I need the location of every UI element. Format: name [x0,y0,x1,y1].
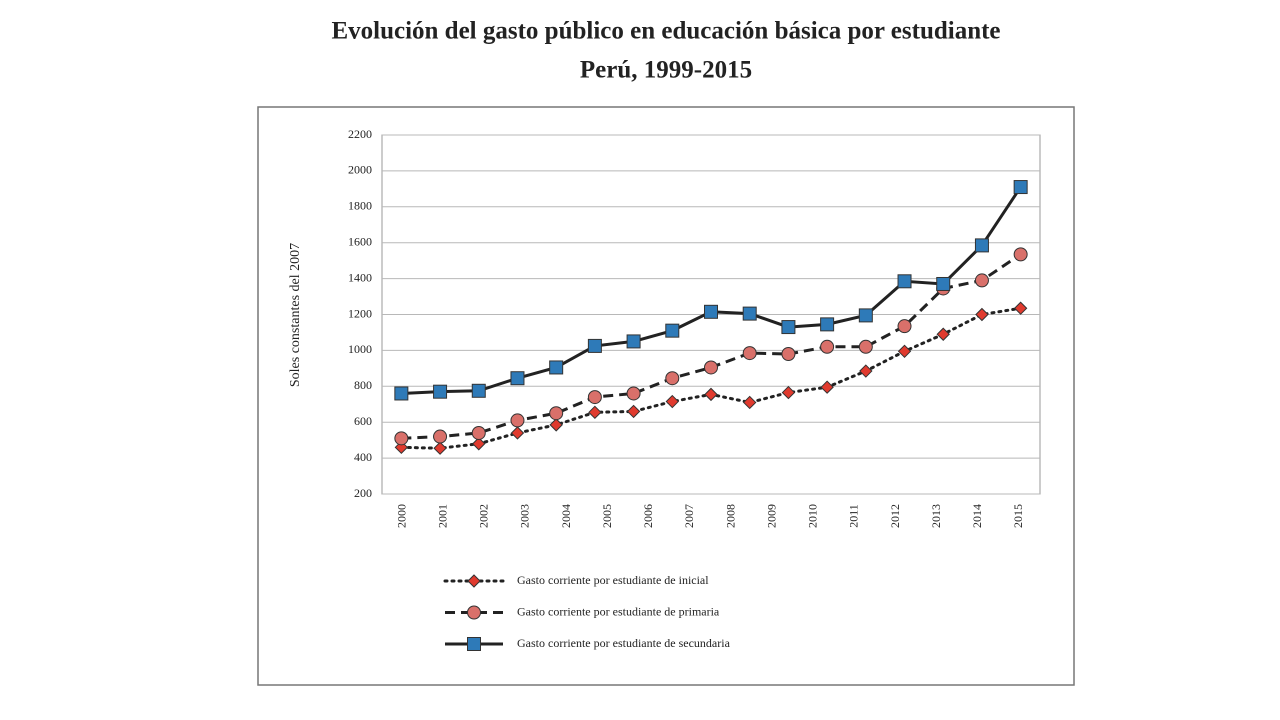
x-tick-label: 2001 [435,504,449,528]
point [974,238,989,253]
point [626,404,641,419]
point [433,429,448,444]
x-tick-label: 2007 [682,504,696,528]
x-tick-label: 2008 [723,504,737,528]
x-tick-label: 2000 [394,504,408,528]
point [394,386,409,401]
y-tick-label: 2200 [348,127,372,141]
chart-title: Evolución del gasto público en educación… [331,18,1000,45]
point [975,307,989,322]
point [936,276,951,291]
y-tick-label: 2000 [348,163,372,177]
point [820,380,834,394]
point [704,387,718,402]
point [471,383,486,398]
point [781,346,796,361]
point [433,441,447,455]
legend-label: Gasto corriente por estudiante de primar… [517,604,720,618]
point [858,308,873,323]
x-tick-label: 2014 [970,504,984,528]
point [897,319,912,334]
chart-subtitle: Perú, 1999-2015 [580,57,752,84]
legend-marker [467,605,481,620]
point [471,425,486,440]
point [472,437,486,451]
point [781,320,796,335]
y-tick-label: 1200 [348,306,372,320]
y-tick-label: 1600 [348,234,372,248]
point [549,406,564,421]
x-tick-label: 2009 [764,504,778,528]
legend-label: Gasto corriente por estudiante de secund… [517,636,731,650]
point [781,385,796,400]
point [858,339,873,354]
y-tick-label: 600 [354,414,372,428]
point [742,306,757,321]
y-tick-label: 1800 [348,199,372,213]
point [820,317,835,332]
series-line [399,306,1023,450]
point [665,323,680,338]
point [936,327,950,341]
x-tick-label: 2015 [1011,504,1025,528]
point [587,390,602,405]
point [974,273,989,288]
point [704,360,718,375]
x-tick-label: 2004 [559,504,573,528]
point [704,304,718,319]
point [549,418,563,432]
legend-marker [467,637,481,651]
point [626,334,641,349]
x-tick-label: 2006 [641,504,655,528]
point [1013,301,1028,315]
point [820,339,835,354]
x-tick-label: 2011 [847,504,861,528]
point [626,386,641,401]
point [665,394,680,409]
x-tick-label: 2012 [888,504,902,528]
point [510,426,525,440]
x-tick-label: 2013 [929,504,943,528]
x-tick-label: 2005 [600,504,614,528]
x-tick-label: 2010 [806,504,820,528]
y-tick-label: 800 [354,378,372,392]
point [897,344,912,359]
chart-frame [257,106,1075,686]
point [742,395,757,410]
x-tick-label: 2003 [518,504,532,528]
y-axis-label: Soles constantes del 2007 [288,243,303,387]
point [897,274,912,289]
point [588,405,602,420]
point [1013,180,1028,195]
legend-label: Gasto corriente por estudiante de inicia… [517,573,709,587]
point [587,338,602,353]
point [433,384,448,399]
point [742,346,757,361]
point [510,371,525,386]
legend-marker [467,574,481,588]
y-tick-label: 1000 [348,342,372,356]
point [665,371,680,386]
y-tick-label: 200 [354,486,372,500]
y-tick-label: 1400 [348,270,372,284]
point [394,431,409,446]
point [1013,247,1028,262]
point [859,364,873,378]
point [510,413,525,428]
y-tick-label: 400 [354,450,372,464]
x-tick-label: 2002 [477,504,491,528]
point [549,360,564,375]
